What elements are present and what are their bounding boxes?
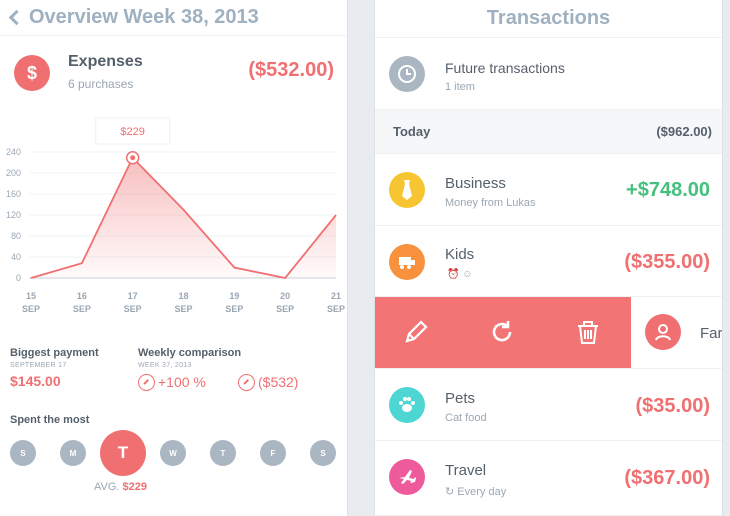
x-tick-month: SEP bbox=[124, 304, 142, 314]
day-saturday[interactable]: S bbox=[310, 440, 336, 466]
y-tick-label: 80 bbox=[11, 231, 21, 241]
today-section-header: Today ($962.00) bbox=[375, 110, 722, 154]
biggest-payment-label: Biggest payment bbox=[10, 347, 99, 359]
dollar-icon: $ bbox=[14, 55, 50, 91]
average-label: AVG. bbox=[94, 481, 120, 493]
y-tick-label: 240 bbox=[6, 147, 21, 157]
x-tick-day: 20 bbox=[280, 291, 290, 301]
transaction-amount: ($35.00) bbox=[635, 395, 711, 417]
weekly-comparison-week: WEEK 37, 2013 bbox=[138, 362, 192, 369]
x-tick-month: SEP bbox=[22, 304, 40, 314]
x-tick-day: 15 bbox=[26, 291, 36, 301]
expenses-summary[interactable]: $ Expenses 6 purchases ($532.00) bbox=[14, 53, 334, 93]
future-count: 1 item bbox=[445, 81, 475, 93]
back-chevron-icon[interactable] bbox=[8, 9, 25, 26]
transaction-title-partial: Far bbox=[700, 325, 723, 342]
expenses-amount: ($532.00) bbox=[248, 59, 334, 81]
today-total: ($962.00) bbox=[656, 124, 712, 139]
day-friday[interactable]: F bbox=[260, 440, 286, 466]
swipe-actions bbox=[375, 297, 631, 368]
day-monday[interactable]: M bbox=[60, 440, 86, 466]
tie-icon bbox=[389, 172, 425, 208]
transaction-row-pets[interactable]: Pets Cat food ($35.00) bbox=[375, 369, 722, 441]
repeat-icon: ↻ bbox=[445, 486, 458, 498]
area-fill bbox=[31, 157, 336, 278]
transactions-panel: Transactions Future transactions 1 item … bbox=[374, 0, 723, 516]
x-tick-day: 21 bbox=[331, 291, 341, 301]
y-tick-label: 120 bbox=[6, 210, 21, 220]
day-sunday[interactable]: S bbox=[10, 440, 36, 466]
weekly-comparison-label: Weekly comparison bbox=[138, 347, 242, 359]
series-line bbox=[30, 156, 337, 279]
day-tuesday-selected[interactable]: T bbox=[100, 430, 146, 476]
page-title: Overview Week 38, 2013 bbox=[29, 6, 259, 28]
future-title: Future transactions bbox=[445, 60, 565, 76]
x-tick-day: 19 bbox=[229, 291, 239, 301]
expenses-count: 6 purchases bbox=[68, 77, 134, 91]
highlight-label: $229 bbox=[120, 126, 144, 138]
page-title: Transactions bbox=[486, 7, 611, 29]
transaction-subtitle: Cat food bbox=[445, 412, 487, 424]
pencil-icon[interactable] bbox=[401, 317, 431, 347]
x-tick-month: SEP bbox=[327, 304, 345, 314]
transaction-amount: ($367.00) bbox=[624, 467, 710, 489]
alarm-icon: ⏰ ☺ bbox=[447, 269, 473, 280]
transaction-row-kids[interactable]: Kids ⏰ ☺ ($355.00) bbox=[375, 226, 722, 297]
transaction-row-business[interactable]: Business Money from Lukas +$748.00 bbox=[375, 154, 722, 226]
today-label: Today bbox=[393, 124, 431, 139]
clock-icon bbox=[389, 56, 425, 92]
transaction-title: Pets bbox=[445, 390, 476, 407]
spent-most-label: Spent the most bbox=[10, 414, 90, 426]
weekly-comparison-amount: ($532) bbox=[258, 374, 299, 390]
y-tick-label: 160 bbox=[6, 189, 21, 199]
expenses-chart: 0 40 80 120 160 200 240 15 SEP 16 SEP 17 SEP 18 SEP 19 S… bbox=[6, 117, 345, 314]
trash-icon[interactable] bbox=[573, 317, 603, 347]
refresh-icon[interactable] bbox=[487, 317, 517, 347]
y-tick-label: 200 bbox=[6, 168, 21, 178]
highlight-point-dot bbox=[130, 155, 136, 161]
x-tick-day: 16 bbox=[77, 291, 87, 301]
transaction-title: Travel bbox=[445, 462, 487, 479]
expenses-title: Expenses bbox=[68, 53, 143, 70]
transaction-subtitle: Every day bbox=[457, 486, 507, 498]
transaction-row-swiped[interactable]: Far bbox=[375, 297, 723, 369]
transaction-amount: +$748.00 bbox=[626, 179, 710, 201]
x-tick-month: SEP bbox=[73, 304, 91, 314]
person-icon bbox=[645, 314, 681, 350]
biggest-payment-value: $145.00 bbox=[10, 373, 61, 389]
trend-up-icon bbox=[138, 374, 155, 391]
overview-panel: Overview Week 38, 2013 $ Expenses 6 purc… bbox=[0, 0, 348, 516]
highlight-tooltip bbox=[95, 117, 171, 145]
transaction-subtitle-row: ↻ Every day bbox=[445, 485, 506, 498]
transactions-header: Transactions bbox=[375, 0, 722, 38]
transaction-subtitle: Money from Lukas bbox=[445, 197, 536, 209]
future-transactions-row[interactable]: Future transactions 1 item bbox=[375, 38, 722, 110]
x-tick-month: SEP bbox=[225, 304, 243, 314]
paw-icon bbox=[389, 387, 425, 423]
biggest-payment-date: SEPTEMBER 17 bbox=[10, 362, 67, 369]
x-tick-month: SEP bbox=[174, 304, 192, 314]
transaction-title: Kids bbox=[445, 246, 475, 263]
day-thursday[interactable]: T bbox=[210, 440, 236, 466]
transaction-title: Business bbox=[445, 175, 506, 192]
x-tick-day: 17 bbox=[128, 291, 138, 301]
average-value: $229 bbox=[122, 481, 148, 493]
x-tick-day: 18 bbox=[178, 291, 188, 301]
train-icon bbox=[389, 244, 425, 280]
trend-up-icon bbox=[238, 374, 255, 391]
weekly-comparison-percent: +100 % bbox=[158, 374, 206, 390]
y-tick-label: 40 bbox=[11, 252, 21, 262]
transaction-row-travel[interactable]: Travel ↻ Every day ($367.00) bbox=[375, 441, 722, 516]
overview-header: Overview Week 38, 2013 bbox=[0, 0, 347, 36]
y-tick-label: 0 bbox=[16, 273, 21, 283]
transaction-amount: ($355.00) bbox=[624, 251, 710, 273]
plane-icon bbox=[389, 459, 425, 495]
x-tick-month: SEP bbox=[276, 304, 294, 314]
average-row: AVG. $229 bbox=[94, 481, 147, 493]
day-wednesday[interactable]: W bbox=[160, 440, 186, 466]
